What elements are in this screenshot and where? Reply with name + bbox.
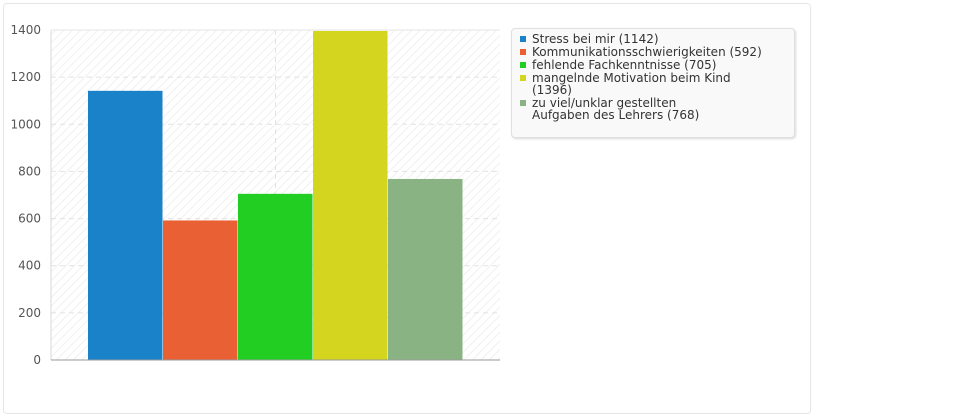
y-tick-label: 600 — [18, 212, 41, 226]
legend-item[interactable]: Kommunikationsschwierigkeiten (592) — [520, 46, 788, 58]
legend-label: zu viel/unklar gestellten Aufgaben des L… — [532, 96, 700, 122]
legend-label: Kommunikationsschwierigkeiten (592) — [532, 45, 762, 59]
legend-item[interactable]: Stress bei mir (1142) — [520, 33, 788, 45]
legend-swatch — [520, 75, 526, 81]
legend-swatch — [520, 100, 526, 106]
y-tick-label: 0 — [33, 353, 41, 367]
y-tick-labels: 0 200 400 600 800 1000 1200 1400 — [10, 23, 41, 367]
legend-label: mangelnde Motivation beim Kind (1396) — [532, 71, 731, 97]
legend: Stress bei mir (1142) Kommunikationsschw… — [511, 28, 795, 138]
legend-label: fehlende Fachkenntnisse (705) — [532, 58, 717, 72]
bar[interactable] — [388, 178, 463, 360]
legend-swatch — [520, 49, 526, 55]
legend-swatch — [520, 36, 526, 42]
legend-swatch — [520, 62, 526, 68]
y-tick-label: 400 — [18, 259, 41, 273]
legend-item[interactable]: mangelnde Motivation beim Kind (1396) — [520, 72, 732, 96]
bars — [88, 30, 463, 361]
legend-item[interactable]: zu viel/unklar gestellten Aufgaben des L… — [520, 97, 732, 121]
bar[interactable] — [163, 220, 238, 360]
y-tick-label: 1200 — [10, 70, 41, 84]
y-tick-label: 1400 — [10, 23, 41, 37]
legend-item[interactable]: fehlende Fachkenntnisse (705) — [520, 59, 788, 71]
axes — [50, 29, 500, 361]
bar[interactable] — [313, 30, 388, 360]
y-tick-label: 800 — [18, 164, 41, 178]
y-tick-label: 1000 — [10, 117, 41, 131]
bar[interactable] — [238, 193, 313, 360]
bar[interactable] — [88, 90, 163, 361]
y-tick-label: 200 — [18, 306, 41, 320]
legend-label: Stress bei mir (1142) — [532, 32, 659, 46]
